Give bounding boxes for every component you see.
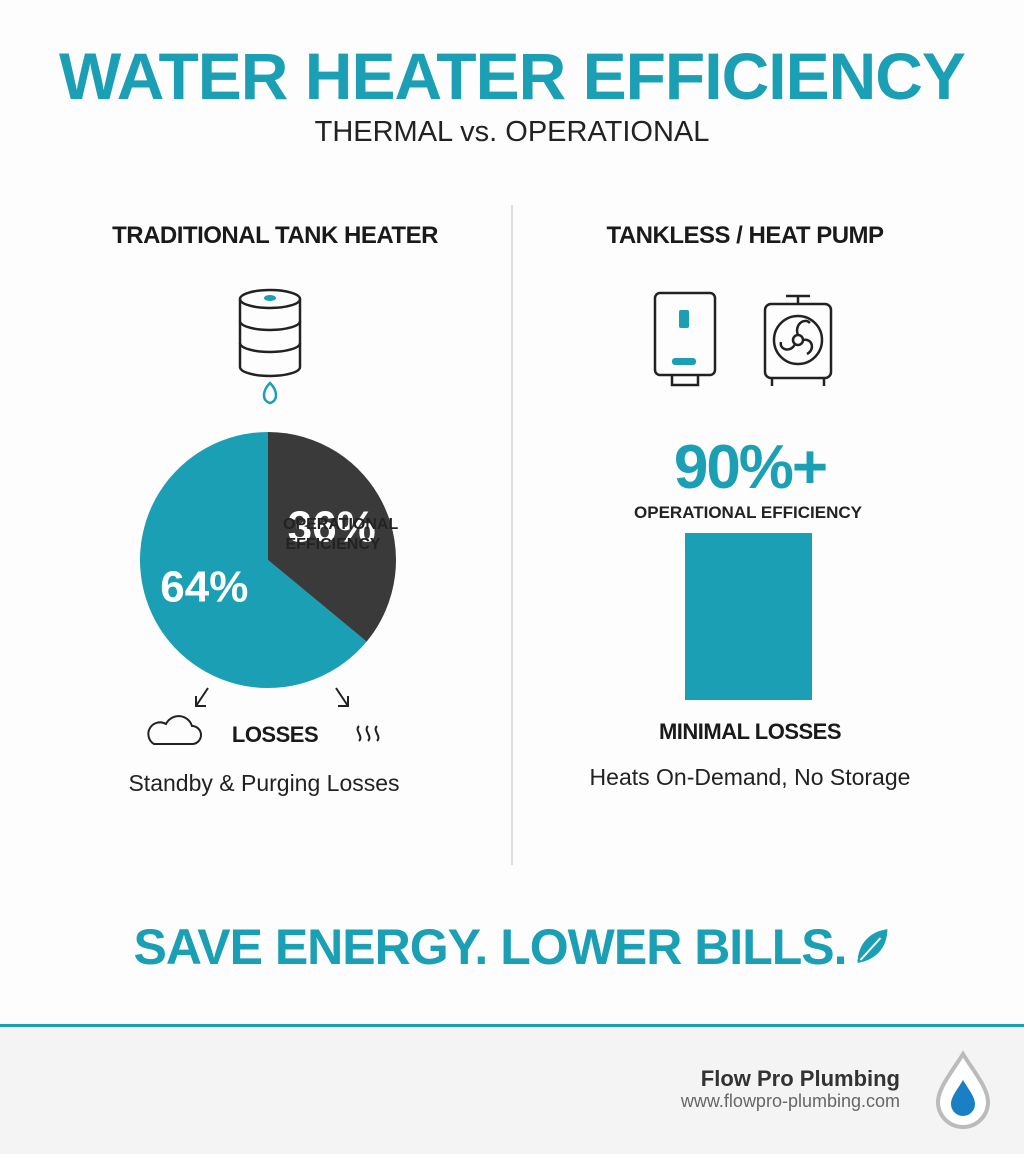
subtitle: THERMAL vs. OPERATIONAL: [314, 116, 710, 148]
slogan: SAVE ENERGY. LOWER BILLS.: [133, 918, 890, 976]
efficiency-bar: [685, 533, 812, 700]
efficiency-figure: 90%+: [673, 433, 828, 502]
right-heading: TANKLESS / HEAT PUMP: [606, 222, 884, 249]
slogan-text: SAVE ENERGY. LOWER BILLS.: [133, 919, 847, 975]
left-heading: TRADITIONAL TANK HEATER: [112, 222, 438, 249]
right-note: Heats On-Demand, No Storage: [589, 764, 911, 790]
leaf-icon: [855, 926, 890, 966]
figure-label: OPERATIONAL EFFICIENCY: [634, 503, 862, 522]
slice-label: OPERATIONAL EFFICIENCY: [283, 516, 399, 553]
left-note: Standby & Purging Losses: [128, 770, 400, 796]
loss-icons: [147, 715, 380, 745]
losses-label: MINIMAL LOSSES: [658, 719, 842, 744]
divider: [511, 205, 513, 865]
url: www.flowpro-plumbing.com: [680, 1091, 900, 1111]
pie-slice: [268, 432, 396, 642]
tank-icon: [238, 288, 302, 405]
slice-value: 64%: [160, 563, 248, 612]
pie-slice: [139, 432, 367, 688]
company: Flow Pro Plumbing: [700, 1066, 900, 1091]
title: WATER HEATER EFFICIENCY: [59, 39, 966, 113]
pie-chart: 64% 36%: [139, 432, 396, 707]
footer: [0, 1024, 1024, 1154]
logo: [935, 1050, 991, 1129]
heater-icons: [653, 291, 833, 387]
slice-label: LOSSES: [231, 722, 319, 747]
slice-value: 36%: [288, 503, 376, 552]
